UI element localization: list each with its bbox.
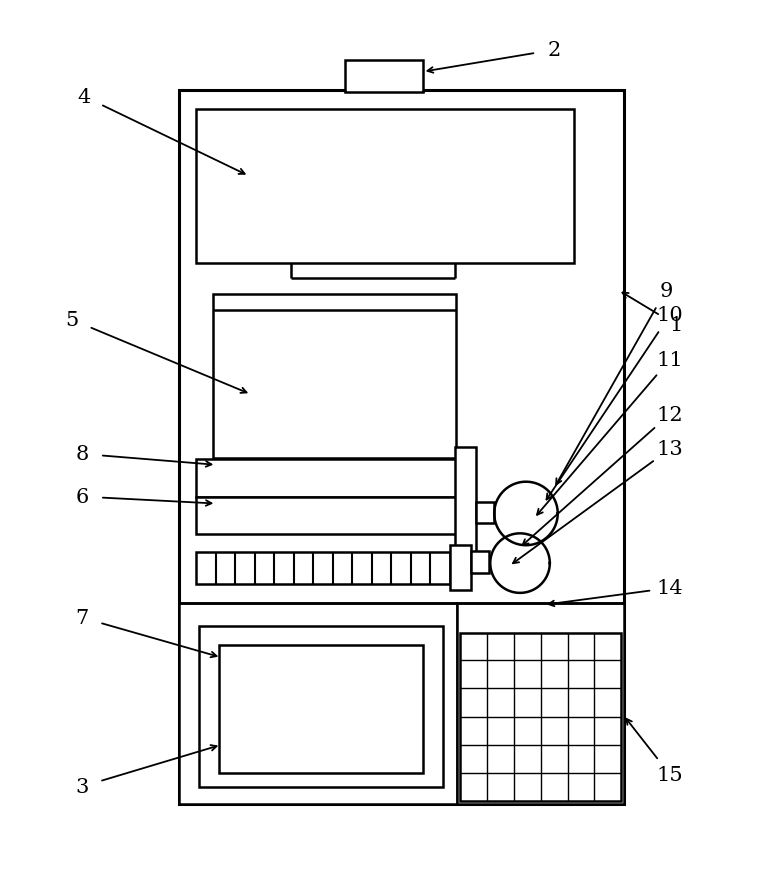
Text: 13: 13 [656, 440, 683, 459]
Text: 7: 7 [76, 608, 89, 628]
Text: 4: 4 [77, 88, 91, 107]
Bar [180, 603, 458, 804]
Text: 2: 2 [547, 41, 560, 61]
Bar [455, 448, 476, 557]
Bar [196, 552, 449, 584]
Bar [196, 497, 459, 535]
Bar [449, 545, 472, 590]
Bar [472, 551, 489, 573]
Bar [213, 295, 456, 458]
Bar [476, 502, 494, 524]
Text: 8: 8 [76, 445, 89, 464]
Bar [196, 459, 459, 497]
Text: 3: 3 [76, 777, 89, 796]
Text: 1: 1 [669, 316, 682, 335]
Bar [219, 645, 423, 773]
Text: 10: 10 [656, 306, 683, 325]
Text: 5: 5 [66, 311, 79, 330]
Bar [345, 61, 423, 92]
Bar [196, 111, 574, 264]
Bar [458, 603, 625, 804]
Text: 14: 14 [657, 579, 683, 598]
Bar [199, 626, 442, 788]
Text: 12: 12 [657, 406, 683, 424]
Text: 9: 9 [659, 281, 672, 300]
Text: 11: 11 [656, 350, 683, 370]
Text: 15: 15 [657, 766, 683, 784]
Bar [460, 633, 621, 802]
Text: 6: 6 [76, 487, 89, 507]
Bar [180, 90, 625, 804]
